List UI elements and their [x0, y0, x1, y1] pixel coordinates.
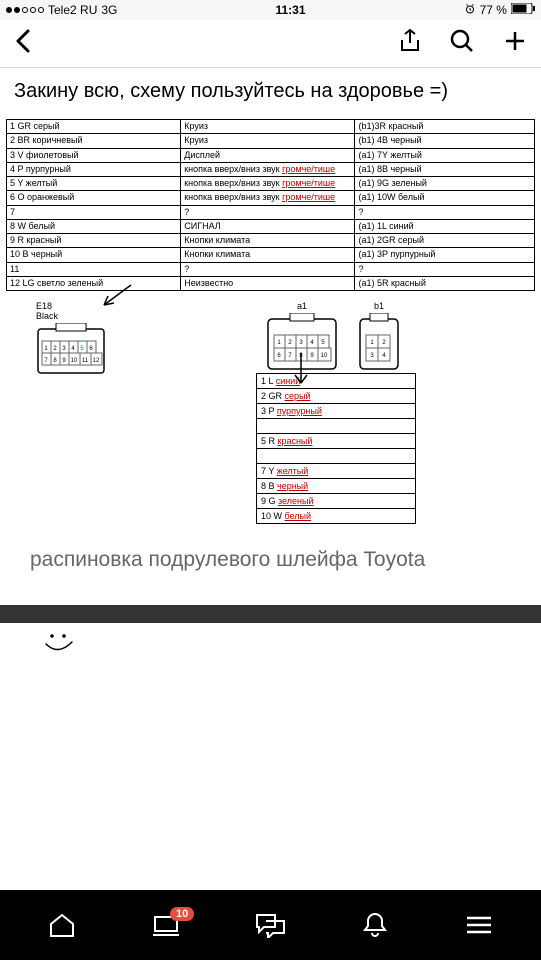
nav-bar — [0, 20, 541, 68]
connector-e18: E18 Black 1 2 3 4 5 6 7 8 9 10 — [36, 301, 106, 375]
add-icon[interactable] — [503, 29, 527, 58]
wiring-table-2: 1 L синий2 GR серый3 P пурпурный 5 R кра… — [256, 373, 416, 524]
tab-notifications[interactable] — [355, 911, 395, 939]
clock: 11:31 — [275, 3, 305, 17]
tab-menu[interactable] — [459, 915, 499, 935]
image-caption: распиновка подрулевого шлейфа Toyota — [0, 524, 541, 583]
document-image: 1 GR серыйКруиз(b1)3R красный2 BR коричн… — [0, 119, 541, 524]
back-button[interactable] — [14, 27, 32, 60]
tab-messages[interactable] — [250, 912, 290, 938]
connector-b1: b1 1 2 3 4 — [358, 301, 400, 371]
tab-feed[interactable]: 10 — [146, 913, 186, 937]
smiley-drawing — [40, 630, 80, 662]
intro-text: Закину всю, схему пользуйтесь на здоровь… — [0, 68, 541, 119]
network-label: 3G — [101, 3, 117, 17]
status-left: Tele2 RU 3G — [6, 3, 117, 17]
status-right: 77 % — [464, 3, 535, 18]
svg-text:11: 11 — [82, 358, 89, 364]
svg-text:12: 12 — [93, 358, 100, 364]
search-icon[interactable] — [449, 28, 475, 59]
notification-badge: 10 — [170, 907, 194, 921]
svg-text:10: 10 — [71, 358, 78, 364]
battery-percent: 77 % — [480, 3, 507, 17]
share-icon[interactable] — [399, 28, 421, 59]
connector-a1: a1 1 2 3 4 5 6 7 8 9 10 — [266, 301, 338, 371]
signal-dots — [6, 7, 44, 13]
tab-home[interactable] — [42, 912, 82, 938]
carrier-label: Tele2 RU — [48, 3, 97, 17]
svg-text:10: 10 — [321, 353, 328, 359]
connector-diagrams: E18 Black 1 2 3 4 5 6 7 8 9 10 — [6, 291, 535, 379]
tab-bar: 10 — [0, 890, 541, 960]
alarm-icon — [464, 3, 476, 18]
battery-icon — [511, 3, 535, 17]
wiring-table-1: 1 GR серыйКруиз(b1)3R красный2 BR коричн… — [6, 119, 535, 291]
partial-image-below — [0, 593, 541, 623]
status-bar: Tele2 RU 3G 11:31 77 % — [0, 0, 541, 20]
content-area[interactable]: Закину всю, схему пользуйтесь на здоровь… — [0, 68, 541, 890]
